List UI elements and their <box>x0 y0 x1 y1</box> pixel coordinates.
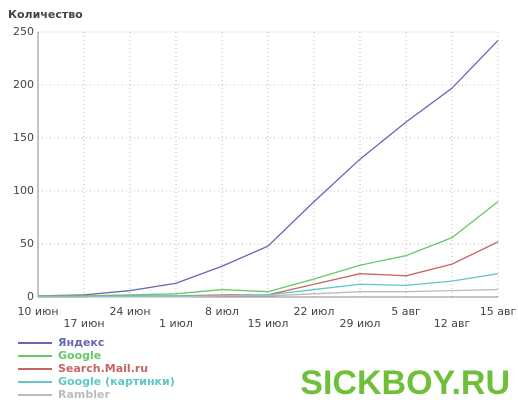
legend-label: Rambler <box>58 388 110 401</box>
y-tick-label: 50 <box>20 237 34 250</box>
x-tick-label: 24 июн <box>109 305 150 318</box>
legend-label: Google <box>58 349 101 362</box>
series-line <box>38 288 499 298</box>
legend-label: Search.Mail.ru <box>58 362 148 375</box>
series-line <box>38 201 499 297</box>
x-tick-label: 8 июл <box>205 305 239 318</box>
x-tick-label: 15 июл <box>248 317 289 330</box>
y-tick-label: 250 <box>13 25 34 38</box>
x-tick-label: 12 авг <box>434 317 471 330</box>
x-tick-label: 17 июн <box>63 317 104 330</box>
x-tick-label: 10 июн <box>17 305 58 318</box>
y-tick-label: 0 <box>27 290 34 303</box>
x-tick-label: 5 авг <box>391 305 421 318</box>
x-tick-label: 15 авг <box>480 305 517 318</box>
series-line <box>38 273 499 298</box>
watermark: SICKBOY.RU <box>300 364 510 402</box>
y-tick-label: 100 <box>13 184 34 197</box>
y-tick-label: 150 <box>13 131 34 144</box>
x-tick-label: 1 июл <box>159 317 193 330</box>
x-tick-label: 29 июл <box>340 317 381 330</box>
legend-label: Яндекс <box>58 336 104 349</box>
x-tick-label: 22 июл <box>294 305 335 318</box>
y-tick-label: 200 <box>13 78 34 91</box>
y-axis-title: Количество <box>8 8 83 21</box>
legend-label: Google (картинки) <box>58 375 175 388</box>
series-line <box>37 40 499 297</box>
